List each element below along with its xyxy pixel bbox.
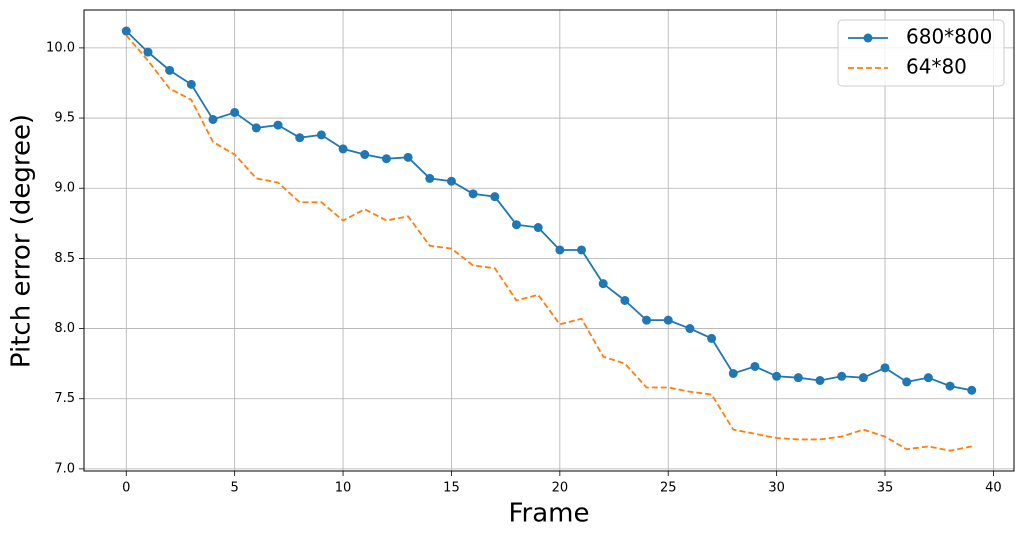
- y-tick-label: 8.0: [54, 321, 75, 336]
- data-line: [125, 30, 972, 392]
- x-tick-label: 5: [231, 481, 239, 496]
- data-point: [403, 152, 413, 162]
- data-point: [837, 371, 847, 381]
- data-point: [728, 368, 738, 378]
- x-tick-label: 0: [122, 481, 130, 496]
- data-point: [880, 363, 890, 373]
- plot-frame: [83, 9, 1015, 472]
- data-point: [121, 26, 131, 36]
- data-point: [511, 220, 521, 230]
- data-point: [186, 79, 196, 89]
- data-point: [251, 123, 261, 133]
- data-point: [533, 223, 543, 233]
- x-tick-label: 25: [660, 481, 677, 496]
- data-point: [793, 373, 803, 383]
- data-point: [230, 107, 240, 117]
- y-axis-label: Pitch error (degree): [7, 114, 37, 368]
- data-point: [923, 373, 933, 383]
- data-point: [707, 333, 717, 343]
- y-tick-label: 7.5: [54, 391, 75, 406]
- legend-marker: [863, 33, 873, 43]
- x-tick-label: 20: [552, 481, 569, 496]
- data-point: [598, 279, 608, 289]
- data-point: [425, 173, 435, 183]
- legend-label: 64*80: [906, 55, 967, 79]
- y-tick-label: 10.0: [46, 40, 75, 55]
- data-point: [295, 133, 305, 143]
- x-axis-label: Frame: [508, 499, 589, 529]
- legend: 680*800 64*80: [837, 19, 1005, 87]
- data-point: [446, 176, 456, 186]
- data-point: [685, 324, 695, 334]
- data-line: [125, 34, 972, 452]
- data-point: [815, 375, 825, 385]
- data-point: [381, 154, 391, 164]
- data-point: [316, 130, 326, 140]
- data-point: [620, 295, 630, 305]
- data-point: [772, 371, 782, 381]
- data-point: [967, 385, 977, 395]
- data-point: [642, 315, 652, 325]
- data-point: [577, 245, 587, 255]
- data-point: [750, 361, 760, 371]
- data-point: [555, 245, 565, 255]
- y-tick-label: 8.5: [54, 251, 75, 266]
- data-point: [490, 192, 500, 202]
- x-tick-label: 40: [985, 481, 1002, 496]
- data-point: [338, 144, 348, 154]
- data-point: [273, 120, 283, 130]
- x-tick-label: 35: [877, 481, 894, 496]
- data-point: [945, 381, 955, 391]
- data-point: [468, 189, 478, 199]
- x-tick-label: 30: [768, 481, 785, 496]
- x-tick-label: 10: [335, 481, 352, 496]
- y-tick-label: 9.5: [54, 111, 75, 126]
- y-tick-label: 7.0: [54, 461, 75, 476]
- legend-box: [837, 19, 1005, 87]
- x-tick-label: 15: [443, 481, 460, 496]
- data-point: [360, 150, 370, 160]
- data-point: [165, 65, 175, 75]
- data-point: [143, 47, 153, 57]
- data-point: [858, 373, 868, 383]
- y-tick-label: 9.0: [54, 181, 75, 196]
- data-point: [902, 377, 912, 387]
- data-point: [663, 315, 673, 325]
- legend-label: 680*800: [906, 25, 992, 49]
- data-point: [208, 114, 218, 124]
